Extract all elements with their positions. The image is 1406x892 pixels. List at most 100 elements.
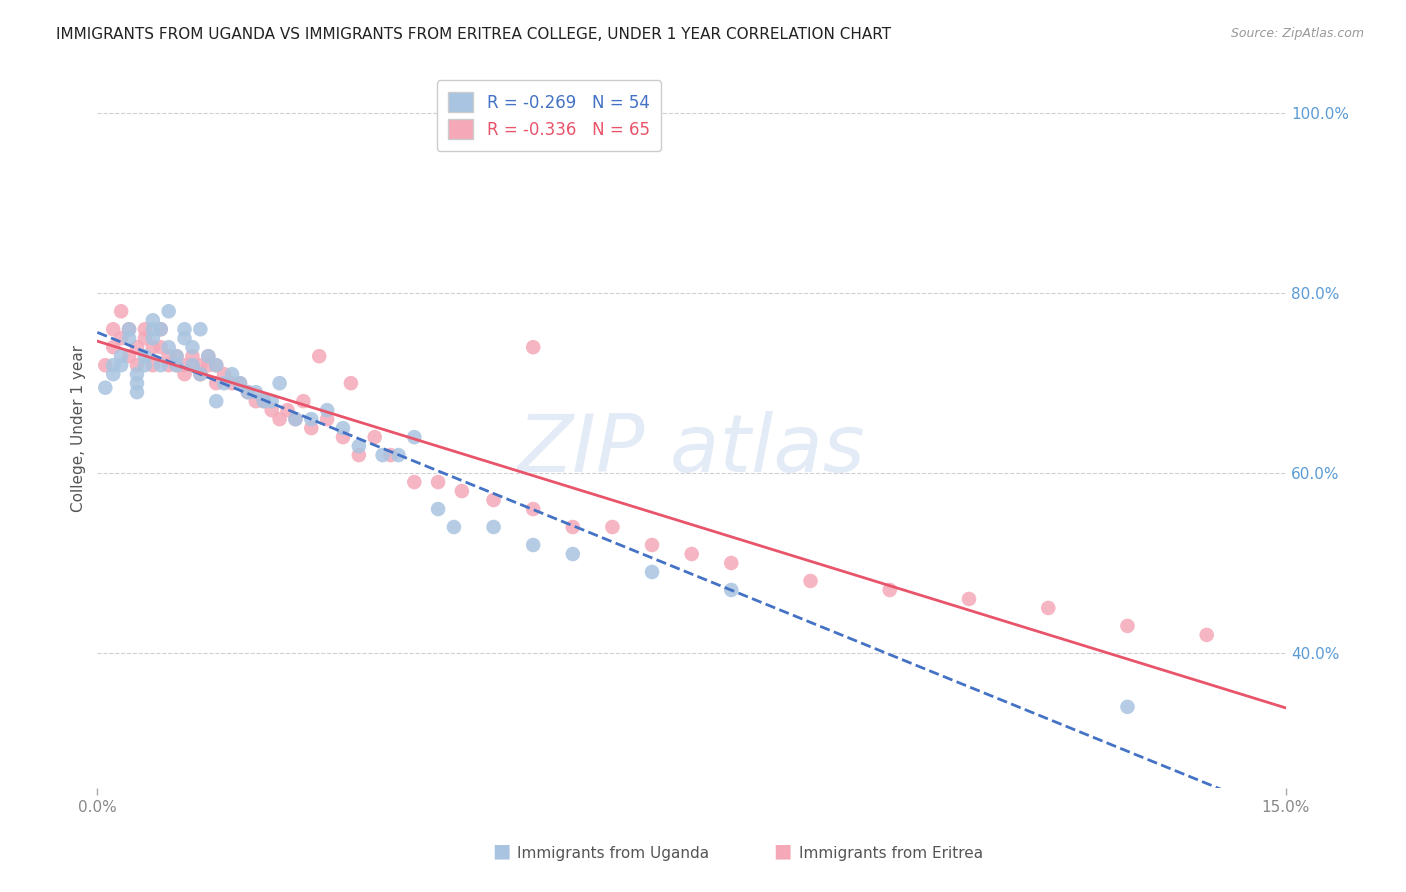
Point [957, 591, 980, 606]
Point [269, 412, 291, 426]
Point [166, 349, 188, 363]
Point [245, 394, 267, 409]
Point [94, 358, 117, 372]
Point [181, 340, 204, 354]
Point [181, 349, 204, 363]
Point [641, 538, 664, 552]
Point [205, 376, 228, 391]
Point [212, 368, 235, 382]
Point [221, 376, 243, 391]
Point [181, 358, 204, 372]
Point [212, 376, 235, 391]
Point [229, 376, 252, 391]
Point [173, 322, 195, 336]
Point [427, 502, 450, 516]
Point [118, 322, 141, 336]
Point [1195, 628, 1218, 642]
Point [134, 331, 156, 345]
Point [142, 322, 165, 336]
Point [157, 358, 180, 372]
Point [277, 403, 299, 417]
Point [602, 520, 624, 534]
Point [1038, 601, 1060, 615]
Point [260, 403, 283, 417]
Point [142, 331, 165, 345]
Point [404, 475, 426, 489]
Point [522, 538, 544, 552]
Point [347, 439, 370, 453]
Point [118, 331, 141, 345]
Point [340, 376, 363, 391]
Point [522, 502, 544, 516]
Point [245, 385, 267, 400]
Point [284, 412, 307, 426]
Text: Immigrants from Eritrea: Immigrants from Eritrea [799, 846, 983, 861]
Point [332, 430, 354, 444]
Point [197, 358, 219, 372]
Point [720, 556, 742, 570]
Point [236, 385, 259, 400]
Point [197, 349, 219, 363]
Point [190, 322, 212, 336]
Point [450, 484, 472, 499]
Point [229, 376, 252, 391]
Point [166, 358, 188, 372]
Point [134, 322, 156, 336]
Point [110, 358, 132, 372]
Point [221, 368, 243, 382]
Text: IMMIGRANTS FROM UGANDA VS IMMIGRANTS FROM ERITREA COLLEGE, UNDER 1 YEAR CORRELAT: IMMIGRANTS FROM UGANDA VS IMMIGRANTS FRO… [56, 27, 891, 42]
Point [110, 349, 132, 363]
Point [253, 394, 276, 409]
Point [205, 394, 228, 409]
Point [149, 340, 172, 354]
Point [173, 331, 195, 345]
Point [173, 358, 195, 372]
Point [157, 304, 180, 318]
Point [190, 368, 212, 382]
Point [316, 412, 339, 426]
Point [103, 322, 125, 336]
Point [482, 493, 505, 508]
Point [157, 340, 180, 354]
Point [110, 304, 132, 318]
Text: Immigrants from Uganda: Immigrants from Uganda [517, 846, 710, 861]
Point [269, 376, 291, 391]
Point [443, 520, 465, 534]
Point [166, 358, 188, 372]
Point [561, 547, 583, 561]
Point [316, 403, 339, 417]
Point [125, 376, 148, 391]
Point [253, 394, 276, 409]
Legend: R = -0.269   N = 54, R = -0.336   N = 65: R = -0.269 N = 54, R = -0.336 N = 65 [437, 80, 661, 151]
Point [190, 358, 212, 372]
Point [482, 520, 505, 534]
Y-axis label: College, Under 1 year: College, Under 1 year [72, 344, 86, 512]
Point [284, 412, 307, 426]
Point [1116, 619, 1139, 633]
Point [142, 340, 165, 354]
Point [380, 448, 402, 462]
Point [181, 358, 204, 372]
Point [157, 349, 180, 363]
Point [173, 368, 195, 382]
Point [799, 574, 821, 588]
Point [363, 430, 385, 444]
Point [125, 368, 148, 382]
Point [879, 582, 901, 597]
Text: ■: ■ [773, 842, 792, 861]
Point [371, 448, 394, 462]
Point [110, 331, 132, 345]
Point [404, 430, 426, 444]
Point [103, 368, 125, 382]
Point [681, 547, 703, 561]
Text: ■: ■ [492, 842, 510, 861]
Point [149, 322, 172, 336]
Point [561, 520, 583, 534]
Point [332, 421, 354, 435]
Point [134, 358, 156, 372]
Point [197, 349, 219, 363]
Point [299, 421, 322, 435]
Point [387, 448, 409, 462]
Point [125, 358, 148, 372]
Point [149, 358, 172, 372]
